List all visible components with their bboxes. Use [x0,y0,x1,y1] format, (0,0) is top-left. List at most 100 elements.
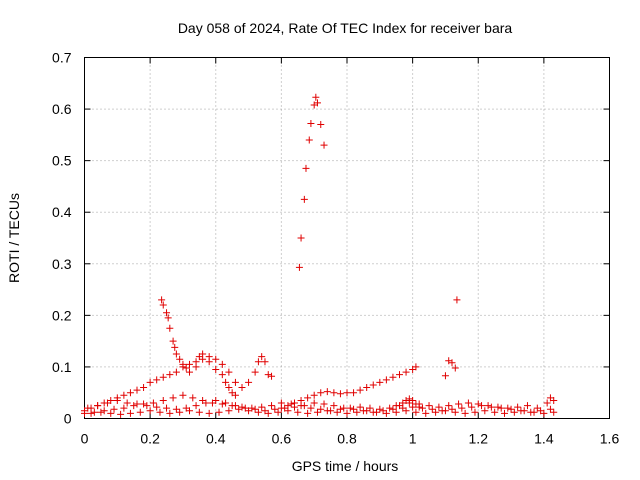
data-point [432,408,440,416]
series-8 [392,395,423,411]
data-point [304,394,312,402]
series-4 [441,296,461,380]
data-point [478,402,486,410]
data-point [100,407,108,415]
data-point [133,386,141,394]
data-point [225,384,233,392]
chart-title: Day 058 of 2024, Rate Of TEC Index for r… [178,20,513,36]
data-point [302,164,310,172]
data-point [330,389,338,397]
data-point [94,402,102,410]
data-point [159,396,167,404]
series-2 [295,93,328,271]
data-point [169,394,177,402]
data-point [140,384,148,392]
data-point [304,409,312,417]
data-point [126,389,134,397]
data-point [81,409,88,417]
data-point [504,404,512,412]
data-points [81,93,558,418]
data-point [264,409,272,417]
data-point [143,402,151,410]
data-point [453,296,461,304]
series-5 [81,391,558,417]
x-tick-label: 1.4 [534,431,554,447]
data-point [133,400,141,408]
data-point [514,403,522,411]
data-point [189,394,197,402]
data-point [231,402,239,410]
data-point [159,373,167,381]
data-point [356,403,364,411]
x-tick-label: 1.6 [600,431,620,447]
data-point [222,378,230,386]
data-point [451,364,459,372]
data-point [176,408,184,416]
data-point [468,403,476,411]
data-point [186,360,193,368]
data-point [523,402,531,410]
data-point [448,359,456,367]
data-point [163,404,171,412]
data-point [402,396,410,404]
data-point [163,309,171,317]
data-point [277,399,285,407]
data-point [153,403,161,411]
data-point [464,399,472,407]
data-point [317,121,325,129]
data-point [313,408,321,416]
data-point [346,404,354,412]
data-point [336,390,344,398]
data-point [313,99,321,107]
data-point [363,384,371,392]
data-point [343,389,351,397]
data-point [110,405,118,413]
data-point [491,408,499,416]
data-point [546,405,554,413]
data-point [218,360,226,368]
data-point [212,396,220,404]
data-point [405,395,413,403]
data-point [389,405,397,413]
y-tick-label: 0.6 [52,101,72,117]
data-point [300,402,308,410]
data-point [126,409,134,417]
data-point [268,402,276,410]
data-point [392,402,400,410]
data-point [192,402,200,410]
x-tick-labels: 0 0.2 0.4 0.6 0.8 1 1.2 1.4 1.6 [81,431,620,447]
data-point [402,368,410,376]
data-point [120,391,128,399]
data-point [412,363,420,371]
data-point [158,296,166,304]
data-point [186,407,193,415]
data-point [550,396,558,404]
series-6 [84,396,554,416]
data-point [166,409,174,417]
data-point [412,400,420,408]
data-point [113,396,121,404]
data-point [192,363,200,371]
data-point [156,408,164,416]
data-point [343,409,351,417]
data-point [261,358,269,366]
data-point [323,388,331,396]
x-tick-label: 1 [409,431,417,447]
data-point [235,405,243,413]
data-point [103,399,111,407]
data-point [520,407,528,415]
data-point [254,408,262,416]
data-point [284,407,292,415]
data-point [231,391,239,399]
data-point [172,405,180,413]
data-point [540,409,548,417]
data-point [245,407,253,415]
y-tick-label: 0.1 [52,359,72,375]
data-point [323,407,331,415]
data-point [264,371,272,379]
data-point [428,405,436,413]
data-point [550,408,558,416]
data-point [435,403,443,411]
x-tick-label: 0.6 [272,431,292,447]
